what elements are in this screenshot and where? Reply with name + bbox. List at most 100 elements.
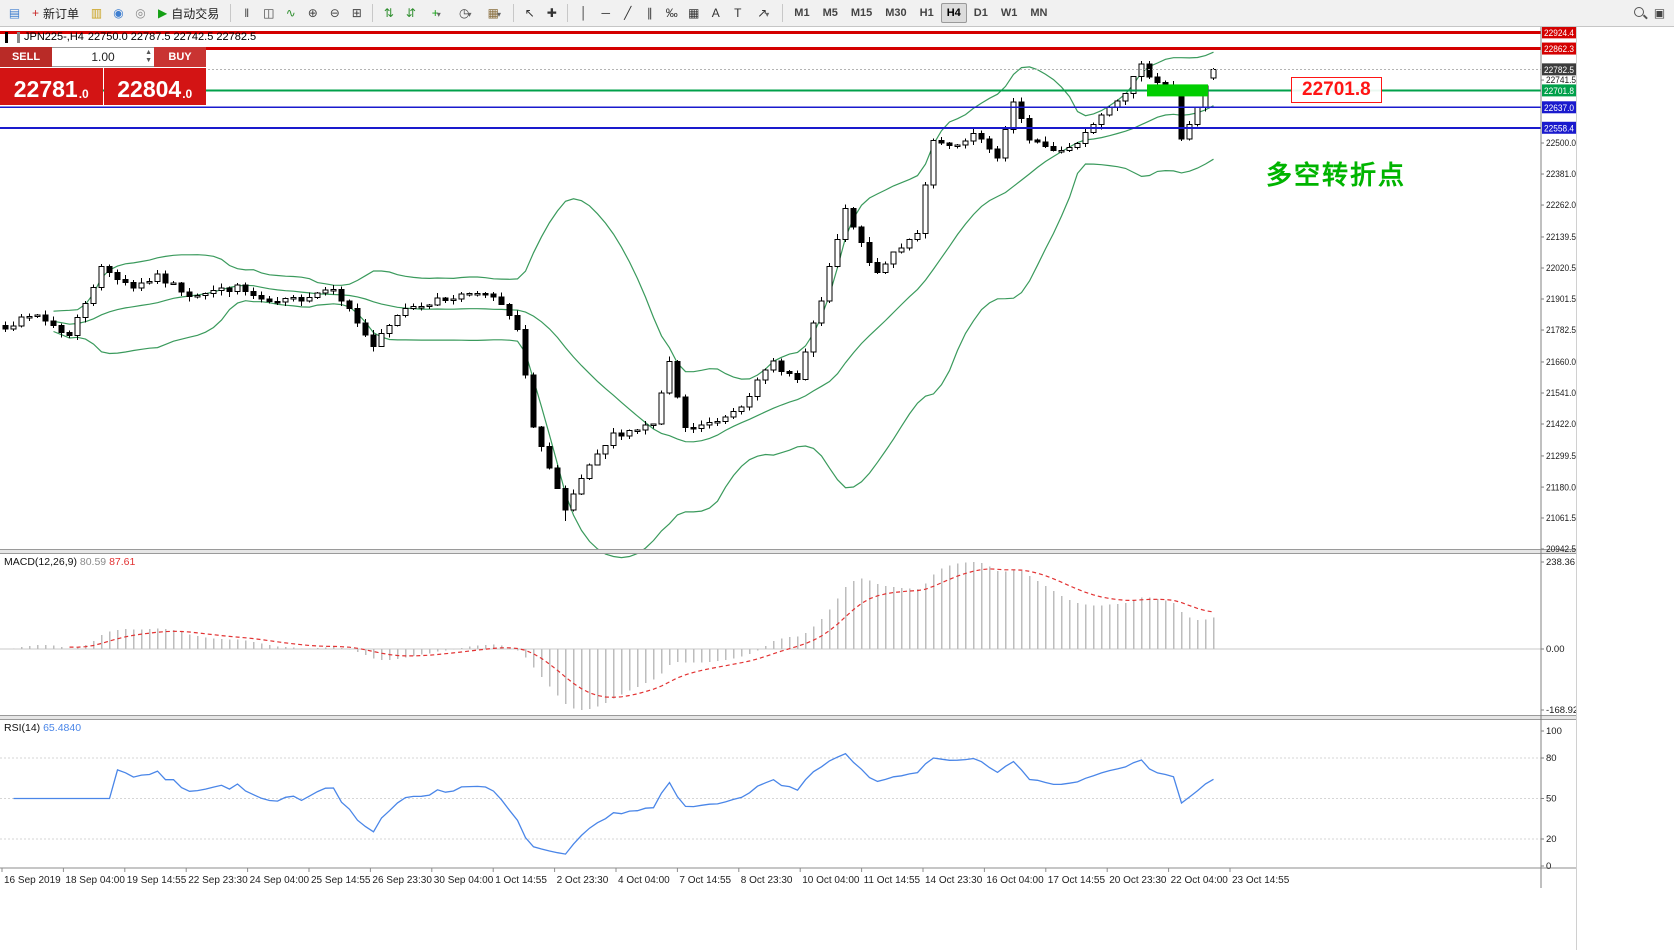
rsi-tick-label: 50 bbox=[1546, 794, 1557, 805]
indicators-menu-button-caret: ▾ bbox=[436, 10, 441, 19]
line-chart-icon[interactable]: ∿ bbox=[285, 6, 296, 20]
candlestick-icon bbox=[5, 31, 20, 43]
toolbar-separator bbox=[230, 4, 232, 22]
windows-icon[interactable]: ▣ bbox=[1653, 6, 1666, 20]
vertical-line-icon[interactable]: │ bbox=[580, 6, 588, 20]
price-tick-label: 22500.0 bbox=[1546, 138, 1576, 149]
timeframe-h4-button[interactable]: H4 bbox=[940, 3, 967, 23]
buy-price-button[interactable]: 22804 .0 bbox=[103, 68, 206, 105]
volume-down-icon[interactable]: ▼ bbox=[145, 57, 152, 64]
timeframe-d1-button[interactable]: D1 bbox=[973, 7, 988, 19]
time-axis-label: 19 Sep 14:55 bbox=[127, 875, 187, 886]
rsi-tick-label: 80 bbox=[1546, 753, 1557, 764]
price-tick-label: 22381.0 bbox=[1546, 169, 1576, 180]
symbol-ohlc-label: 22750.0 22787.5 22742.5 22782.5 bbox=[87, 31, 257, 43]
price-level-badge bbox=[1542, 121, 1576, 134]
time-axis-label: 7 Oct 14:55 bbox=[679, 875, 731, 886]
price-tick-label: 22020.5 bbox=[1546, 263, 1576, 274]
toolbar: ▤ + 新订单 ▥ ◉ ◎ ▶ 自动交易 ‖ ◫ ∿ ⊕ ⊖ ⊞ ⇅ ⇵ +▾ ◷▾ ▦▾ ↖ ✚ │ ─ ╱ ∥ ‰ ▦ A T ↗▾ M… bbox=[0, 0, 1674, 27]
candlestick-chart-icon[interactable]: ◫ bbox=[263, 6, 275, 20]
time-axis[interactable]: 16 Sep 2019 18 Sep 04:00 19 Sep 14:55 22 Se… bbox=[1, 868, 1290, 886]
periods-menu-button-caret: ▾ bbox=[467, 10, 472, 19]
toolbar-separator bbox=[782, 4, 784, 22]
trade-panel-top-row: SELL 1.00 ▲ ▼ BUY bbox=[0, 47, 206, 67]
sell-button[interactable]: SELL bbox=[0, 47, 52, 67]
price-level-badge-text: 22782.5 bbox=[1544, 65, 1574, 76]
time-axis-label: 30 Sep 04:00 bbox=[434, 875, 494, 886]
time-axis-label: 22 Oct 04:00 bbox=[1171, 875, 1229, 886]
toolbar-separator bbox=[372, 4, 374, 22]
price-tick-label: 22139.5 bbox=[1546, 232, 1576, 243]
timeframe-m5-button[interactable]: M5 bbox=[822, 7, 838, 19]
time-axis-label: 17 Oct 14:55 bbox=[1048, 875, 1106, 886]
price-level-badge bbox=[1542, 42, 1576, 55]
price-axis[interactable]: 22741.5 22500.0 22381.0 22262.0 22139.5 22020… bbox=[1541, 27, 1576, 555]
level-lines[interactable] bbox=[0, 30, 1541, 129]
indicators-menu-button[interactable]: +▾ bbox=[431, 6, 441, 20]
timeframe-m30-button[interactable]: M30 bbox=[885, 7, 907, 19]
zoom-out-icon[interactable]: ⊖ bbox=[329, 6, 340, 20]
tile-windows-icon[interactable]: ⊞ bbox=[351, 6, 362, 20]
macd-tick-label: 0.00 bbox=[1546, 644, 1565, 655]
rsi-tick-label: 20 bbox=[1546, 834, 1557, 845]
volume-value[interactable]: 1.00 bbox=[91, 50, 115, 64]
timeframe-w1-button[interactable]: W1 bbox=[1000, 7, 1018, 19]
horizontal-line-icon[interactable]: ─ bbox=[601, 6, 611, 20]
grid-icon[interactable]: ▦ bbox=[688, 6, 700, 20]
zoom-in-icon[interactable]: ⊕ bbox=[307, 6, 318, 20]
sounds-icon[interactable]: ◎ bbox=[135, 6, 146, 20]
buy-button[interactable]: BUY bbox=[154, 47, 206, 67]
time-axis-label: 16 Oct 04:00 bbox=[986, 875, 1044, 886]
profiles-icon[interactable]: ◉ bbox=[113, 6, 124, 20]
search-icon[interactable] bbox=[1632, 5, 1648, 21]
volume-stepper[interactable]: 1.00 ▲ ▼ bbox=[52, 47, 154, 67]
price-level-callout[interactable]: 22701.8 bbox=[1291, 77, 1382, 103]
templates-menu-button[interactable]: ▦▾ bbox=[487, 6, 501, 20]
symbol-timeframe-label: JPN225-,H4 bbox=[24, 31, 84, 43]
time-axis-label: 23 Oct 14:55 bbox=[1232, 875, 1290, 886]
macd-label: MACD(12,26,9) 80.59 87.61 bbox=[4, 556, 135, 568]
fibonacci-icon[interactable]: ‰ bbox=[665, 6, 678, 20]
new-chart-icon[interactable]: ▥ bbox=[90, 6, 103, 20]
new-order-button[interactable]: + 新订单 bbox=[26, 3, 85, 23]
volume-up-icon[interactable]: ▲ bbox=[145, 49, 152, 56]
crosshair-icon[interactable]: ✚ bbox=[546, 6, 557, 20]
cursor-icon[interactable]: ↖ bbox=[524, 6, 535, 20]
level-highlight-marker[interactable] bbox=[1147, 84, 1208, 97]
price-tick-label: 20942.5 bbox=[1546, 544, 1576, 555]
sell-price-button[interactable]: 22781 .0 bbox=[0, 68, 103, 105]
equidistant-channel-icon[interactable]: ∥ bbox=[646, 6, 653, 20]
arrange-up-icon[interactable]: ⇅ bbox=[383, 6, 394, 20]
periods-menu-button[interactable]: ◷▾ bbox=[459, 6, 472, 20]
time-axis-label: 2 Oct 23:30 bbox=[557, 875, 609, 886]
turning-point-label[interactable]: 多空转折点 bbox=[1266, 160, 1407, 190]
price-chart[interactable]: 16 Sep 2019 18 Sep 04:00 19 Sep 14:55 22 Se… bbox=[0, 27, 1576, 950]
timeframe-m15-button[interactable]: M15 bbox=[850, 7, 873, 19]
macd-tick-label: -168.92 bbox=[1546, 705, 1576, 716]
chart-shortcut-icon[interactable]: ▤ bbox=[8, 6, 21, 20]
price-tick-label: 21180.0 bbox=[1546, 482, 1576, 493]
price-level-badge bbox=[1542, 63, 1576, 76]
volume-spin-buttons[interactable]: ▲ ▼ bbox=[145, 49, 152, 65]
price-level-badge bbox=[1542, 84, 1576, 97]
trendline-icon[interactable]: ╱ bbox=[624, 6, 632, 20]
time-axis-label: 26 Sep 23:30 bbox=[372, 875, 432, 886]
macd-axis: 238.36 0.00 -168.92 bbox=[1541, 557, 1576, 716]
price-level-badge-text: 22924.4 bbox=[1544, 28, 1574, 39]
text-label-icon[interactable]: T bbox=[734, 6, 742, 20]
sell-price-fraction: .0 bbox=[78, 87, 89, 101]
autotrading-icon: ▶ bbox=[158, 6, 168, 20]
arrange-down-icon[interactable]: ⇵ bbox=[405, 6, 416, 20]
autotrading-button[interactable]: ▶ 自动交易 bbox=[152, 3, 225, 23]
timeframe-mn-button[interactable]: MN bbox=[1030, 7, 1048, 19]
price-tick-label: 21660.0 bbox=[1546, 357, 1576, 368]
text-icon[interactable]: A bbox=[711, 6, 720, 20]
rsi-line bbox=[13, 752, 1214, 855]
timeframe-h1-button[interactable]: H1 bbox=[919, 7, 934, 19]
timeframe-m1-button[interactable]: M1 bbox=[794, 7, 810, 19]
time-axis-label: 11 Oct 14:55 bbox=[864, 875, 921, 886]
rsi-tick-label: 0 bbox=[1546, 861, 1551, 872]
bar-chart-icon[interactable]: ‖ bbox=[244, 6, 250, 20]
arrows-menu-button[interactable]: ↗▾ bbox=[757, 6, 770, 20]
